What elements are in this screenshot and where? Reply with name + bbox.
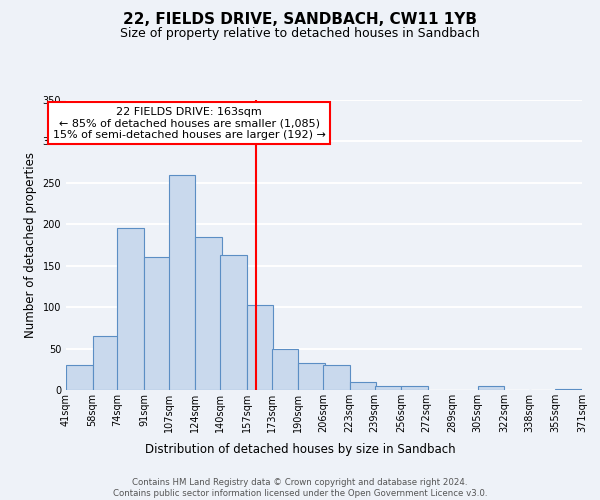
Text: Distribution of detached houses by size in Sandbach: Distribution of detached houses by size … (145, 442, 455, 456)
Bar (323, 365, 350, 390)
Bar (556, 389, 582, 390)
Text: Size of property relative to detached houses in Sandbach: Size of property relative to detached ho… (120, 28, 480, 40)
Bar (144, 258, 170, 390)
Bar (66, 365, 92, 390)
Bar (247, 304, 274, 390)
Bar (169, 174, 196, 390)
Bar (298, 364, 325, 390)
Bar (478, 386, 504, 390)
Text: Contains HM Land Registry data © Crown copyright and database right 2024.
Contai: Contains HM Land Registry data © Crown c… (113, 478, 487, 498)
Bar (350, 382, 376, 390)
Bar (118, 228, 144, 390)
Bar (401, 386, 428, 390)
Text: 22, FIELDS DRIVE, SANDBACH, CW11 1YB: 22, FIELDS DRIVE, SANDBACH, CW11 1YB (123, 12, 477, 28)
Bar (196, 236, 222, 390)
Bar (374, 386, 401, 390)
Bar (272, 348, 298, 390)
Text: 22 FIELDS DRIVE: 163sqm
← 85% of detached houses are smaller (1,085)
15% of semi: 22 FIELDS DRIVE: 163sqm ← 85% of detache… (53, 106, 326, 140)
Y-axis label: Number of detached properties: Number of detached properties (24, 152, 37, 338)
Bar (92, 336, 119, 390)
Bar (220, 255, 247, 390)
